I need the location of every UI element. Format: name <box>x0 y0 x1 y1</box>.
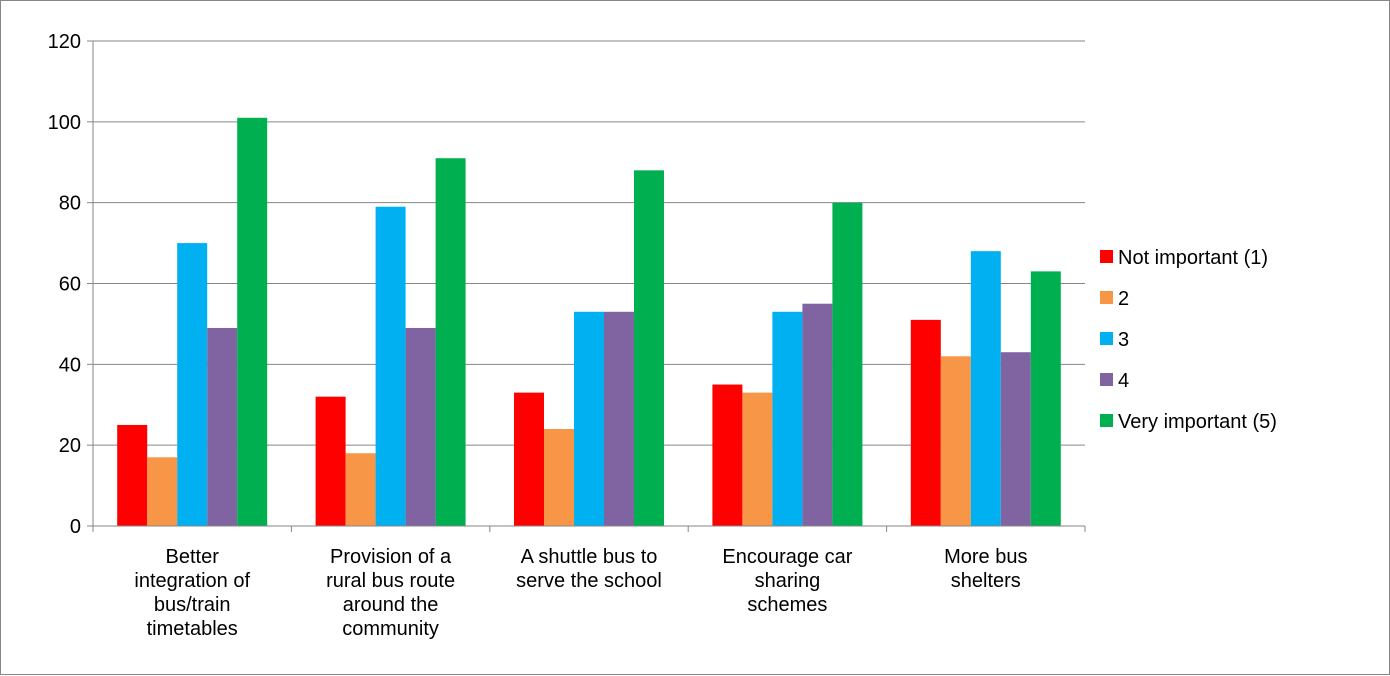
y-tick-label: 80 <box>59 193 81 215</box>
bar-3-4 <box>772 311 803 526</box>
legend-swatch <box>1100 373 1113 386</box>
bar-2-2 <box>345 453 376 526</box>
bar-4-2 <box>405 327 436 526</box>
bar-5-4 <box>832 202 863 526</box>
category-label-line: Encourage car <box>722 546 852 568</box>
category-label-line: schemes <box>747 594 827 616</box>
y-tick-label: 60 <box>59 274 81 296</box>
bar-5-1 <box>237 117 268 527</box>
category-label-line: timetables <box>147 618 238 640</box>
bar-5-5 <box>1030 271 1061 526</box>
category-labels: Better integration of bus/train timetables P… <box>134 546 1027 640</box>
category-label-line: serve the school <box>516 570 662 592</box>
category-label: A shuttle bus to serve the school <box>516 546 662 592</box>
legend-swatch <box>1100 414 1113 427</box>
category-label-line: bus/train <box>154 594 231 616</box>
bar-4-1 <box>207 327 238 526</box>
category-label-line: A shuttle bus to <box>521 546 658 568</box>
category-label: More bus shelters <box>944 546 1027 592</box>
bar-3-3 <box>574 311 604 526</box>
bar-2-3 <box>544 429 574 526</box>
bar-1-5 <box>910 319 941 526</box>
category-label: Provision of a rural bus route around the c… <box>326 546 455 640</box>
bar-1-2 <box>315 396 346 526</box>
legend-swatch <box>1100 291 1113 304</box>
category-label-line: rural bus route <box>326 570 455 592</box>
category-label-line: More bus <box>944 546 1027 568</box>
legend-swatch <box>1100 332 1113 345</box>
bar-4-3 <box>604 311 634 526</box>
bar-4-4 <box>802 303 833 526</box>
legend-label: 3 <box>1118 329 1129 351</box>
bar-2-4 <box>742 392 773 526</box>
bar-5-2 <box>435 158 466 527</box>
y-tick-label: 0 <box>70 516 81 538</box>
category-label: Encourage car sharing schemes <box>722 546 852 616</box>
y-tick-label: 100 <box>48 112 81 134</box>
axes <box>87 40 1086 532</box>
bar-5-3 <box>634 170 664 527</box>
bar-3-1 <box>177 243 208 527</box>
bar-4-5 <box>1000 352 1031 526</box>
y-tick-label: 120 <box>48 31 81 53</box>
legend-label: 4 <box>1118 370 1129 392</box>
category-label-line: Provision of a <box>330 546 452 568</box>
bar-2-5 <box>940 356 971 526</box>
bar-1-3 <box>514 392 544 526</box>
bar-1-1 <box>117 424 148 526</box>
category-label-line: integration of <box>134 570 250 592</box>
y-tick-label: 20 <box>59 435 81 457</box>
y-tick-labels: 0 20 40 60 80 100 120 <box>48 31 81 538</box>
category-label-line: shelters <box>951 570 1021 592</box>
legend-label: 2 <box>1118 288 1129 310</box>
bar-3-2 <box>375 206 406 527</box>
bar-1-4 <box>712 384 743 526</box>
category-label-line: community <box>342 618 439 640</box>
category-label: Better integration of bus/train timetables <box>134 546 250 640</box>
category-label-line: sharing <box>755 570 821 592</box>
bar-3-5 <box>970 251 1001 526</box>
y-tick-label: 40 <box>59 354 81 376</box>
category-label-line: around the <box>343 594 439 616</box>
legend-label: Not important (1) <box>1118 247 1268 269</box>
category-label-line: Better <box>166 546 220 568</box>
legend-label: Very important (5) <box>1118 411 1277 433</box>
bar-2-1 <box>147 457 178 526</box>
bars <box>117 117 1061 527</box>
legend-swatch <box>1100 250 1113 263</box>
legend: Not important (1) 2 3 4 Very important (5) <box>1100 247 1277 433</box>
